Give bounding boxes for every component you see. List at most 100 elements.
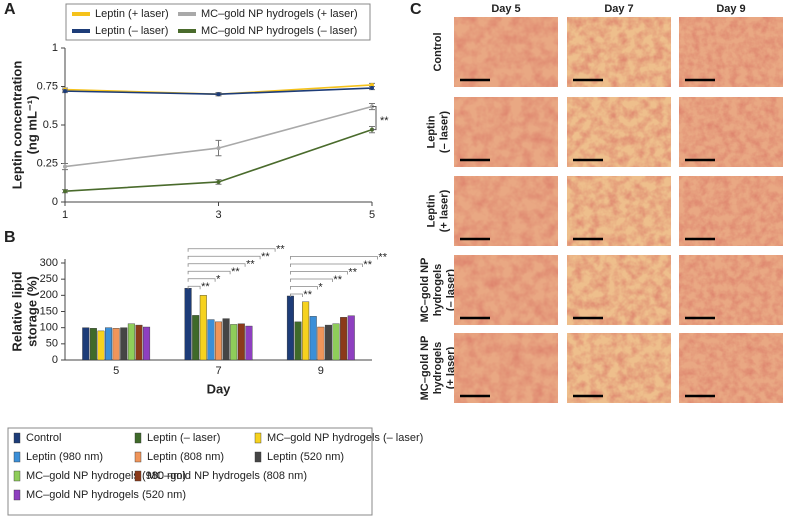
legend-label: Leptin (520 nm) xyxy=(267,451,344,463)
y-axis-label: Leptin concentration xyxy=(9,61,24,190)
y-axis-label: storage (%) xyxy=(24,276,39,347)
y-tick-label: 0.75 xyxy=(37,80,58,92)
x-tick-label: 9 xyxy=(318,365,324,377)
legend-label: MC–gold NP hydrogels (808 nm) xyxy=(147,470,307,482)
micrograph-texture xyxy=(679,176,783,246)
legend-label: MC–gold NP hydrogels (– laser) xyxy=(267,432,423,444)
bar xyxy=(105,327,113,361)
legend-label: Leptin (– laser) xyxy=(95,25,168,37)
legend-swatch xyxy=(13,470,21,482)
point xyxy=(216,92,221,97)
row-label: (+ laser) xyxy=(438,189,450,232)
bar xyxy=(237,323,245,361)
bar xyxy=(302,301,310,361)
y-tick-label: 0 xyxy=(52,196,58,208)
significance-bracket xyxy=(187,263,246,267)
legend-box xyxy=(65,3,371,41)
significance-bracket xyxy=(290,263,363,267)
bar xyxy=(192,315,200,361)
y-tick-label: 250 xyxy=(40,273,58,285)
x-tick-label: 5 xyxy=(369,209,375,221)
bar xyxy=(82,327,90,361)
legend-label: Leptin (+ laser) xyxy=(95,8,169,20)
point xyxy=(63,189,67,194)
bar xyxy=(120,327,128,361)
x-axis-label: Day xyxy=(207,381,232,396)
row-label: (– laser) xyxy=(445,269,457,312)
significance-bracket xyxy=(372,106,377,131)
significance-bracket xyxy=(290,278,333,282)
legend-label: MC–gold NP hydrogels (– laser) xyxy=(201,25,357,37)
significance-label: ** xyxy=(201,281,210,293)
legend-label: Leptin (– laser) xyxy=(147,432,220,444)
y-tick-label: 0 xyxy=(52,354,58,366)
point xyxy=(370,86,374,91)
point xyxy=(63,89,67,94)
legend-swatch xyxy=(13,451,21,463)
row-label: MC–gold NP xyxy=(419,258,431,323)
x-tick-label: 3 xyxy=(215,209,221,221)
y-axis-label: Relative lipid xyxy=(9,271,24,351)
significance-label: ** xyxy=(246,259,255,271)
bar xyxy=(324,324,332,361)
micrograph-texture xyxy=(679,17,783,87)
significance-label: ** xyxy=(261,251,270,263)
column-label: Day 9 xyxy=(716,3,745,15)
row-label: (+ laser) xyxy=(445,346,457,389)
significance-label: * xyxy=(216,274,221,286)
legend-label: MC–gold NP hydrogels (+ laser) xyxy=(201,8,358,20)
bar xyxy=(317,326,325,361)
micrograph-texture xyxy=(567,97,671,167)
micrograph-texture xyxy=(679,255,783,325)
legend-swatch xyxy=(13,432,21,444)
significance-bracket xyxy=(290,293,303,297)
row-label: Leptin xyxy=(425,115,437,148)
y-tick-label: 50 xyxy=(46,338,58,350)
bar xyxy=(89,328,97,361)
micrograph-texture xyxy=(454,255,558,325)
column-label: Day 5 xyxy=(491,3,520,15)
series-line xyxy=(64,105,373,168)
significance-label: ** xyxy=(363,259,372,271)
bar xyxy=(222,318,230,361)
significance-bracket xyxy=(187,248,276,252)
significance-label: ** xyxy=(303,289,312,301)
significance-bracket xyxy=(290,271,348,275)
point xyxy=(216,179,221,184)
micrograph-texture xyxy=(567,17,671,87)
row-label: (– laser) xyxy=(438,111,450,154)
bar xyxy=(199,295,207,361)
column-label: Day 7 xyxy=(604,3,633,15)
significance-label: ** xyxy=(231,266,240,278)
legend-label: Control xyxy=(26,432,61,444)
row-label: hydrogels xyxy=(432,342,444,395)
point xyxy=(216,146,221,151)
y-tick-label: 0.25 xyxy=(37,157,58,169)
bar xyxy=(294,321,302,361)
bar xyxy=(286,295,294,361)
micrograph-texture xyxy=(454,97,558,167)
panel-label: B xyxy=(4,229,16,246)
bar xyxy=(184,288,192,361)
panel-label: A xyxy=(4,1,16,18)
y-tick-label: 100 xyxy=(40,322,58,334)
micrograph-texture xyxy=(454,333,558,403)
legend-label: MC–gold NP hydrogels (980 nm) xyxy=(26,470,186,482)
significance-bracket xyxy=(187,278,216,282)
bar xyxy=(332,323,340,361)
legend-label: MC–gold NP hydrogels (520 nm) xyxy=(26,489,186,501)
y-tick-label: 200 xyxy=(40,289,58,301)
legend-swatch xyxy=(134,432,142,444)
bar xyxy=(309,316,317,361)
significance-bracket xyxy=(290,256,378,260)
bar xyxy=(230,324,238,361)
y-axis-label: (ng mL⁻¹) xyxy=(24,96,39,155)
row-label: hydrogels xyxy=(432,264,444,317)
bar xyxy=(347,315,355,361)
x-tick-label: 1 xyxy=(62,209,68,221)
significance-bracket xyxy=(290,286,318,290)
legend-swatch xyxy=(254,432,262,444)
bar xyxy=(97,330,105,361)
legend-label: Leptin (980 nm) xyxy=(26,451,103,463)
